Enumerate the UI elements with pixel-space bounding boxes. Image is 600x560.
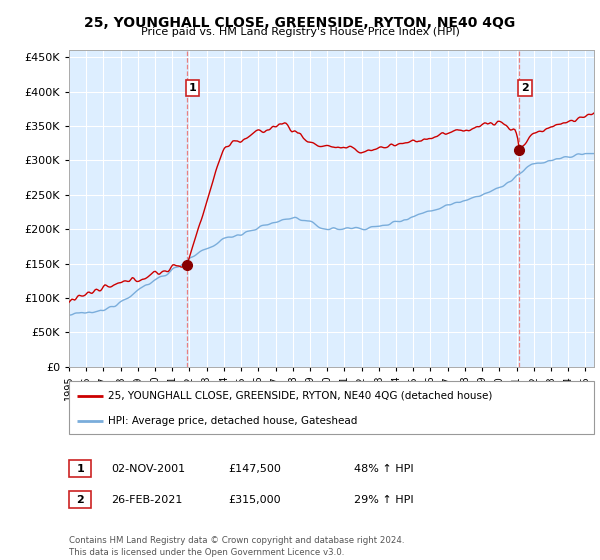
- Text: 02-NOV-2001: 02-NOV-2001: [111, 464, 185, 474]
- Text: 25, YOUNGHALL CLOSE, GREENSIDE, RYTON, NE40 4QG: 25, YOUNGHALL CLOSE, GREENSIDE, RYTON, N…: [85, 16, 515, 30]
- Text: 2: 2: [77, 494, 84, 505]
- Text: 1: 1: [77, 464, 84, 474]
- Text: £147,500: £147,500: [228, 464, 281, 474]
- Text: £315,000: £315,000: [228, 494, 281, 505]
- Text: 1: 1: [189, 83, 197, 93]
- Text: Price paid vs. HM Land Registry's House Price Index (HPI): Price paid vs. HM Land Registry's House …: [140, 27, 460, 37]
- Text: 2: 2: [521, 83, 529, 93]
- Text: HPI: Average price, detached house, Gateshead: HPI: Average price, detached house, Gate…: [109, 416, 358, 426]
- Text: 29% ↑ HPI: 29% ↑ HPI: [354, 494, 413, 505]
- FancyBboxPatch shape: [69, 381, 594, 434]
- FancyBboxPatch shape: [70, 491, 91, 508]
- Text: 48% ↑ HPI: 48% ↑ HPI: [354, 464, 413, 474]
- Text: 26-FEB-2021: 26-FEB-2021: [111, 494, 182, 505]
- Text: Contains HM Land Registry data © Crown copyright and database right 2024.
This d: Contains HM Land Registry data © Crown c…: [69, 536, 404, 557]
- FancyBboxPatch shape: [70, 460, 91, 477]
- Text: 25, YOUNGHALL CLOSE, GREENSIDE, RYTON, NE40 4QG (detached house): 25, YOUNGHALL CLOSE, GREENSIDE, RYTON, N…: [109, 391, 493, 401]
